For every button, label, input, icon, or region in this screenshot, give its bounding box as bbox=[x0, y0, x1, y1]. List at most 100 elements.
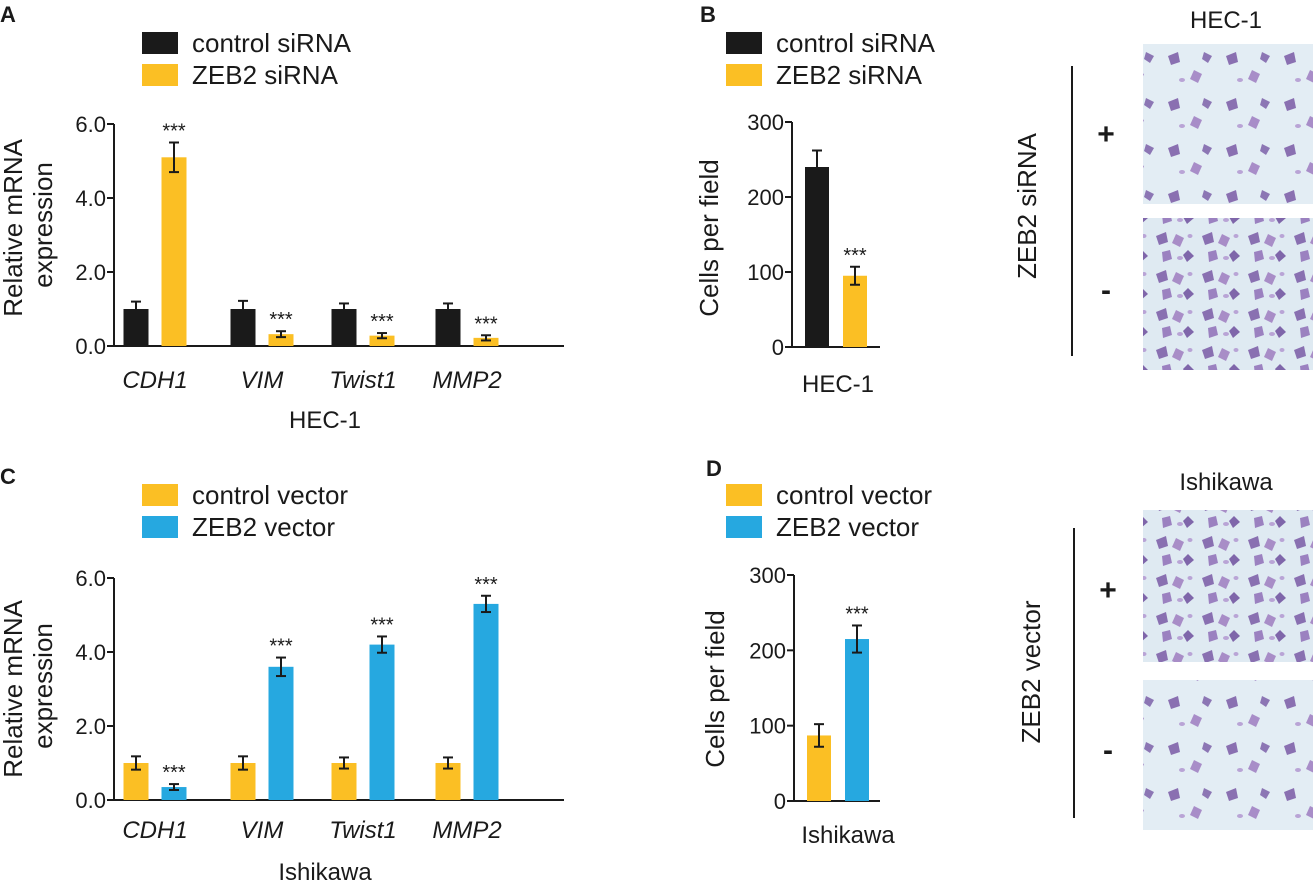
micrograph-ishikawa: Ishikawa ZEB2 vector + - bbox=[1016, 469, 1313, 830]
legend-label-a-1: ZEB2 siRNA bbox=[192, 60, 339, 90]
legend-label-b-1: ZEB2 siRNA bbox=[776, 60, 923, 90]
chart-a-bar-s1-c3 bbox=[473, 337, 499, 346]
panel-label-c: C bbox=[0, 464, 16, 489]
chart-a-significance-c0: *** bbox=[162, 121, 186, 143]
chart-c-significance-c1: *** bbox=[269, 636, 293, 658]
sign-plus-hec1: + bbox=[1097, 118, 1115, 151]
chart-d-ytick-label-0: 0 bbox=[774, 789, 786, 814]
legend-swatch-d-1 bbox=[726, 516, 762, 538]
legend-swatch-d-0 bbox=[726, 484, 762, 506]
chart-a-bar-s1-c2 bbox=[369, 335, 395, 346]
chart-a-significance-c3: *** bbox=[474, 313, 498, 335]
legend-swatch-b-1 bbox=[726, 64, 762, 86]
chart-d-significance-c0: *** bbox=[845, 603, 869, 625]
micrograph-title-ishikawa: Ishikawa bbox=[1179, 469, 1273, 496]
x-axis-title-b: HEC-1 bbox=[802, 371, 874, 398]
y-axis-title-b: Cells per field bbox=[694, 159, 724, 317]
chart-b-ytick-label-1: 100 bbox=[747, 260, 784, 285]
legend-label-c-1: ZEB2 vector bbox=[192, 512, 335, 542]
panel-label-b: B bbox=[700, 2, 716, 27]
y-axis-title-a-line1: Relative mRNA bbox=[0, 138, 28, 316]
chart-d-ytick-label-2: 200 bbox=[749, 638, 786, 663]
chart-a-ytick-label-3: 6.0 bbox=[75, 112, 106, 137]
sign-plus-ishikawa: + bbox=[1099, 574, 1117, 607]
panel-d: D control vector ZEB2 vector 0 100 200 300 *… bbox=[700, 456, 932, 849]
chart-b-ytick-label-0: 0 bbox=[772, 335, 784, 360]
chart-c-significance-c3: *** bbox=[474, 574, 498, 596]
micrograph-hec1: HEC-1 ZEB2 siRNA + - bbox=[1012, 7, 1313, 370]
panel-a: A control siRNA ZEB2 siRNA 0.0 2.0 4.0 6.0 *… bbox=[0, 2, 564, 434]
chart-c-bar-s1-c1 bbox=[268, 666, 294, 800]
chart-b-bar-s0-c0 bbox=[805, 167, 829, 347]
chart-c-bar-s1-c0 bbox=[161, 787, 187, 800]
legend-swatch-c-0 bbox=[142, 484, 178, 506]
micrograph-image-ishikawa-minus bbox=[1143, 680, 1313, 830]
y-axis-title-c-line1: Relative mRNA bbox=[0, 599, 28, 777]
chart-d-bar-s1-c0 bbox=[845, 639, 869, 801]
panel-label-a: A bbox=[0, 2, 16, 27]
legend-label-a-0: control siRNA bbox=[192, 28, 352, 58]
micrograph-title-hec1: HEC-1 bbox=[1190, 7, 1262, 34]
micrograph-image-hec1-plus bbox=[1143, 44, 1313, 204]
micrograph-side-label-hec1: ZEB2 siRNA bbox=[1012, 132, 1042, 279]
chart-c-category-1: VIM bbox=[241, 817, 284, 844]
chart-c-category-3: MMP2 bbox=[432, 817, 501, 844]
legend-label-c-0: control vector bbox=[192, 480, 348, 510]
legend-d: control vector ZEB2 vector bbox=[726, 480, 932, 542]
legend-swatch-b-0 bbox=[726, 32, 762, 54]
legend-swatch-a-1 bbox=[142, 64, 178, 86]
y-axis-title-d: Cells per field bbox=[700, 610, 730, 768]
legend-a: control siRNA ZEB2 siRNA bbox=[142, 28, 352, 90]
micrograph-side-label-ishikawa: ZEB2 vector bbox=[1016, 600, 1046, 743]
legend-label-d-1: ZEB2 vector bbox=[776, 512, 919, 542]
sign-minus-ishikawa: - bbox=[1103, 734, 1113, 767]
chart-d-ytick-label-3: 300 bbox=[749, 563, 786, 588]
sign-minus-hec1: - bbox=[1101, 274, 1111, 307]
chart-c-significance-c0: *** bbox=[162, 762, 186, 784]
chart-c-plot: 0.0 2.0 4.0 6.0 *** CDH1 *** VIM *** Twist1 *** MMP… bbox=[75, 566, 564, 844]
chart-a-category-0: CDH1 bbox=[122, 367, 187, 394]
chart-b-plot: 0 100 200 300 *** bbox=[747, 110, 880, 360]
x-axis-title-a: HEC-1 bbox=[289, 407, 361, 434]
legend-c: control vector ZEB2 vector bbox=[142, 480, 348, 542]
chart-c-category-2: Twist1 bbox=[329, 817, 397, 844]
chart-c-ytick-label-1: 2.0 bbox=[75, 714, 106, 739]
x-axis-title-c: Ishikawa bbox=[278, 859, 372, 883]
panel-c: C control vector ZEB2 vector 0.0 2.0 4.0 6.… bbox=[0, 464, 564, 883]
y-axis-title-c: Relative mRNA expression bbox=[0, 594, 58, 778]
x-axis-title-d: Ishikawa bbox=[801, 822, 895, 849]
chart-b-significance-c0: *** bbox=[843, 245, 867, 267]
chart-c-ytick-label-0: 0.0 bbox=[75, 788, 106, 813]
chart-a-bar-s1-c1 bbox=[268, 334, 294, 346]
chart-c-category-0: CDH1 bbox=[122, 817, 187, 844]
chart-a-ytick-label-2: 4.0 bbox=[75, 186, 106, 211]
chart-a-significance-c2: *** bbox=[370, 311, 394, 333]
chart-a-bar-s1-c0 bbox=[161, 157, 187, 346]
chart-b-bar-s1-c0 bbox=[843, 275, 867, 347]
chart-a-ytick-label-1: 2.0 bbox=[75, 260, 106, 285]
chart-d-plot: 0 100 200 300 *** bbox=[749, 563, 880, 814]
chart-b-ytick-label-3: 300 bbox=[747, 110, 784, 135]
chart-c-significance-c2: *** bbox=[370, 614, 394, 636]
y-axis-title-c-line2: expression bbox=[28, 623, 58, 749]
chart-a-category-2: Twist1 bbox=[329, 367, 397, 394]
chart-c-ytick-label-3: 6.0 bbox=[75, 566, 106, 591]
y-axis-title-a-line2: expression bbox=[28, 162, 58, 288]
panel-b: B control siRNA ZEB2 siRNA 0 100 200 300 ***… bbox=[694, 2, 936, 398]
chart-c-ytick-label-2: 4.0 bbox=[75, 640, 106, 665]
chart-a-category-3: MMP2 bbox=[432, 367, 501, 394]
chart-b-ytick-label-2: 200 bbox=[747, 185, 784, 210]
legend-label-d-0: control vector bbox=[776, 480, 932, 510]
chart-a-ytick-label-0: 0.0 bbox=[75, 334, 106, 359]
micrograph-image-hec1-minus bbox=[1143, 218, 1313, 370]
chart-a-plot: 0.0 2.0 4.0 6.0 *** CDH1 *** VIM *** Twist1 *** MMP… bbox=[75, 112, 564, 394]
legend-swatch-a-0 bbox=[142, 32, 178, 54]
micrograph-image-ishikawa-plus bbox=[1143, 510, 1313, 662]
chart-c-bar-s1-c3 bbox=[473, 603, 499, 800]
panel-label-d: D bbox=[706, 456, 722, 481]
y-axis-title-a: Relative mRNA expression bbox=[0, 133, 58, 317]
legend-b: control siRNA ZEB2 siRNA bbox=[726, 28, 936, 90]
legend-swatch-c-1 bbox=[142, 516, 178, 538]
chart-a-significance-c1: *** bbox=[269, 309, 293, 331]
